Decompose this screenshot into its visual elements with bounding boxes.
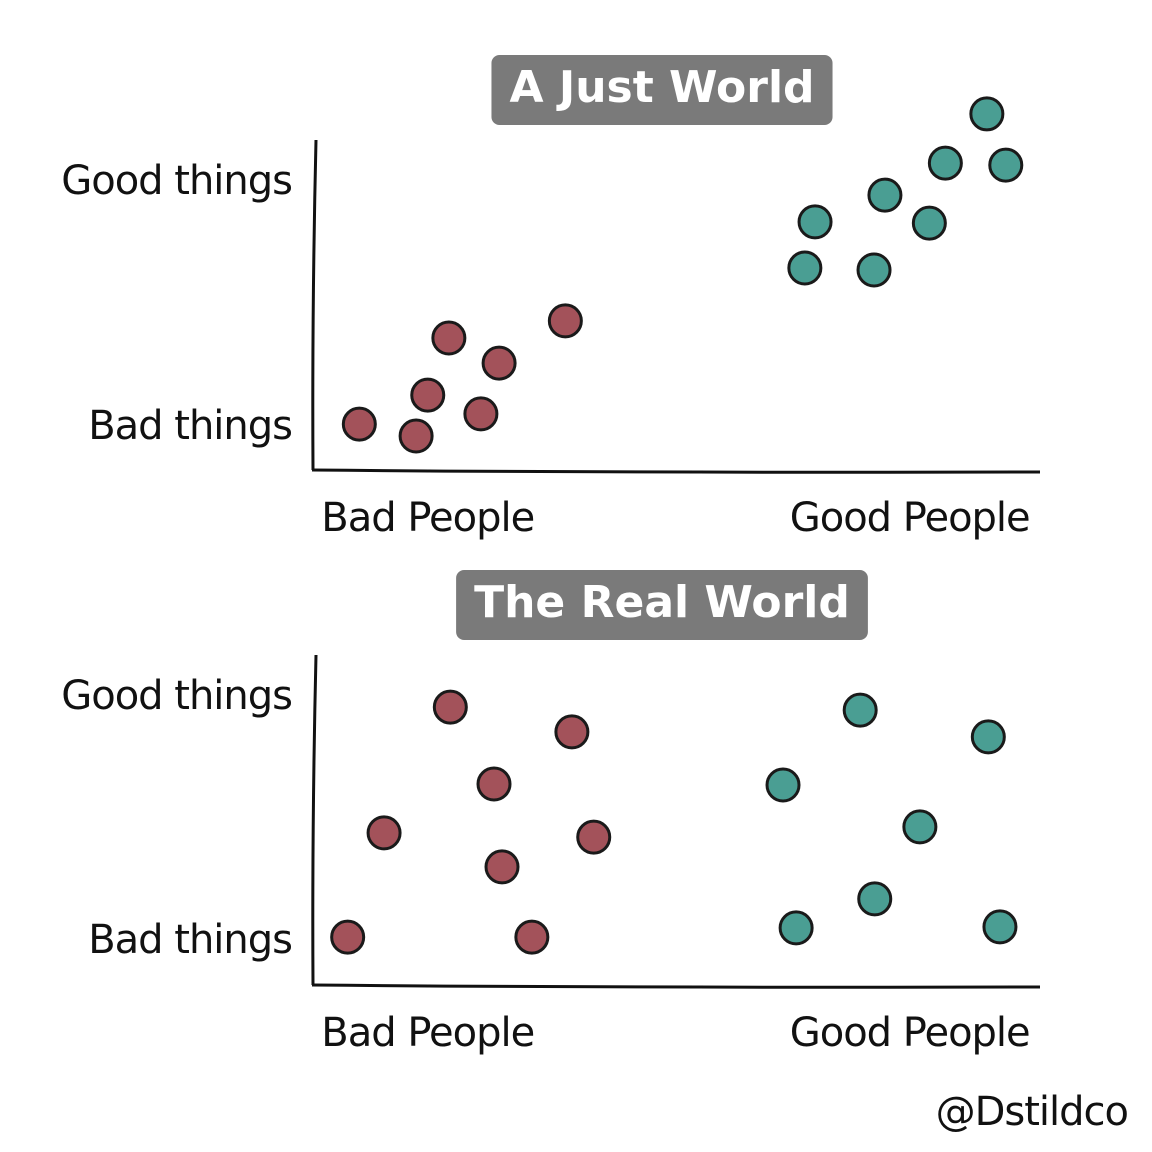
chart-title: The Real World: [474, 577, 850, 628]
point: [576, 819, 612, 855]
y-tick-label: Bad things: [88, 403, 292, 449]
point: [431, 320, 467, 356]
title-box: [491, 55, 833, 125]
point: [554, 714, 590, 750]
y-axis: [311, 654, 318, 986]
y-tick-label: Bad things: [88, 917, 292, 963]
point: [970, 719, 1006, 755]
point: [927, 145, 963, 181]
point: [330, 919, 366, 955]
point: [366, 815, 402, 851]
point: [481, 345, 517, 381]
point: [778, 910, 814, 946]
point: [410, 377, 446, 413]
x-tick-label: Bad People: [321, 495, 534, 541]
x-tick-label: Good People: [790, 1010, 1030, 1056]
point: [797, 204, 833, 240]
y-tick-label: Good things: [61, 158, 292, 204]
y-tick-label: Good things: [61, 673, 292, 719]
y-axis: [311, 139, 318, 471]
point: [982, 909, 1018, 945]
point: [969, 96, 1005, 132]
point: [787, 250, 823, 286]
point: [988, 147, 1024, 183]
chart-title: A Just World: [509, 62, 814, 113]
point: [867, 177, 903, 213]
point: [857, 881, 893, 917]
point: [842, 692, 878, 728]
x-axis: [311, 983, 1041, 989]
point: [856, 252, 892, 288]
point: [514, 919, 550, 955]
point: [911, 205, 947, 241]
title-box: [456, 570, 868, 640]
point: [463, 396, 499, 432]
point: [484, 849, 520, 885]
x-tick-label: Bad People: [321, 1010, 534, 1056]
point: [902, 809, 938, 845]
point: [547, 303, 583, 339]
point: [398, 418, 434, 454]
point: [476, 766, 512, 802]
x-tick-label: Good People: [790, 495, 1030, 541]
point: [341, 406, 377, 442]
point: [432, 689, 468, 725]
x-axis: [311, 468, 1041, 474]
point: [765, 767, 801, 803]
credit: @Dstildco: [936, 1089, 1128, 1135]
